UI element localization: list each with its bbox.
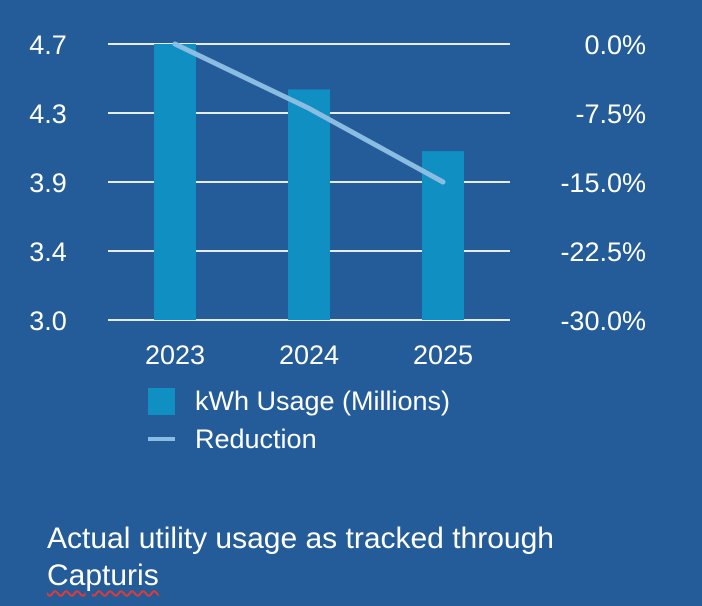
right-tick-label: -7.5% bbox=[575, 99, 646, 129]
legend-item-usage: kWh Usage (Millions) bbox=[148, 382, 450, 420]
legend: kWh Usage (Millions) Reduction bbox=[148, 382, 450, 458]
legend-swatch-line bbox=[148, 437, 175, 441]
right-tick-label: -22.5% bbox=[560, 237, 646, 267]
left-tick-label: 3.4 bbox=[29, 237, 67, 267]
legend-swatch-bar bbox=[148, 387, 175, 415]
left-tick-label: 4.3 bbox=[29, 99, 67, 129]
right-axis-ticks: 0.0% -7.5% -15.0% -22.5% -30.0% bbox=[560, 30, 646, 336]
bar-2023 bbox=[154, 44, 196, 320]
legend-item-reduction: Reduction bbox=[148, 420, 450, 458]
right-tick-label: -15.0% bbox=[560, 168, 646, 198]
x-tick-label: 2024 bbox=[279, 340, 339, 370]
bar-series bbox=[154, 44, 464, 320]
caption-link-capturis: Capturis bbox=[47, 559, 159, 592]
left-tick-label: 3.9 bbox=[29, 168, 67, 198]
left-axis-ticks: 4.7 4.3 3.9 3.4 3.0 bbox=[29, 30, 67, 336]
x-axis-ticks: 2023 2024 2025 bbox=[145, 340, 473, 370]
x-tick-label: 2023 bbox=[145, 340, 205, 370]
left-tick-label: 4.7 bbox=[29, 30, 67, 60]
legend-label-reduction: Reduction bbox=[195, 423, 317, 454]
chart: 4.7 4.3 3.9 3.4 3.0 0.0% -7.5% -15.0% -22.5% -30… bbox=[29, 30, 646, 370]
x-tick-label: 2025 bbox=[413, 340, 473, 370]
caption-line-1: Actual utility usage as tracked through bbox=[47, 522, 554, 555]
caption: Actual utility usage as tracked through … bbox=[47, 520, 687, 594]
right-tick-label: 0.0% bbox=[584, 30, 646, 60]
legend-label-usage: kWh Usage (Millions) bbox=[195, 385, 451, 416]
reduction-line-series bbox=[172, 41, 446, 185]
bar-2024 bbox=[288, 89, 330, 320]
left-tick-label: 3.0 bbox=[29, 306, 67, 336]
right-tick-label: -30.0% bbox=[560, 306, 646, 336]
